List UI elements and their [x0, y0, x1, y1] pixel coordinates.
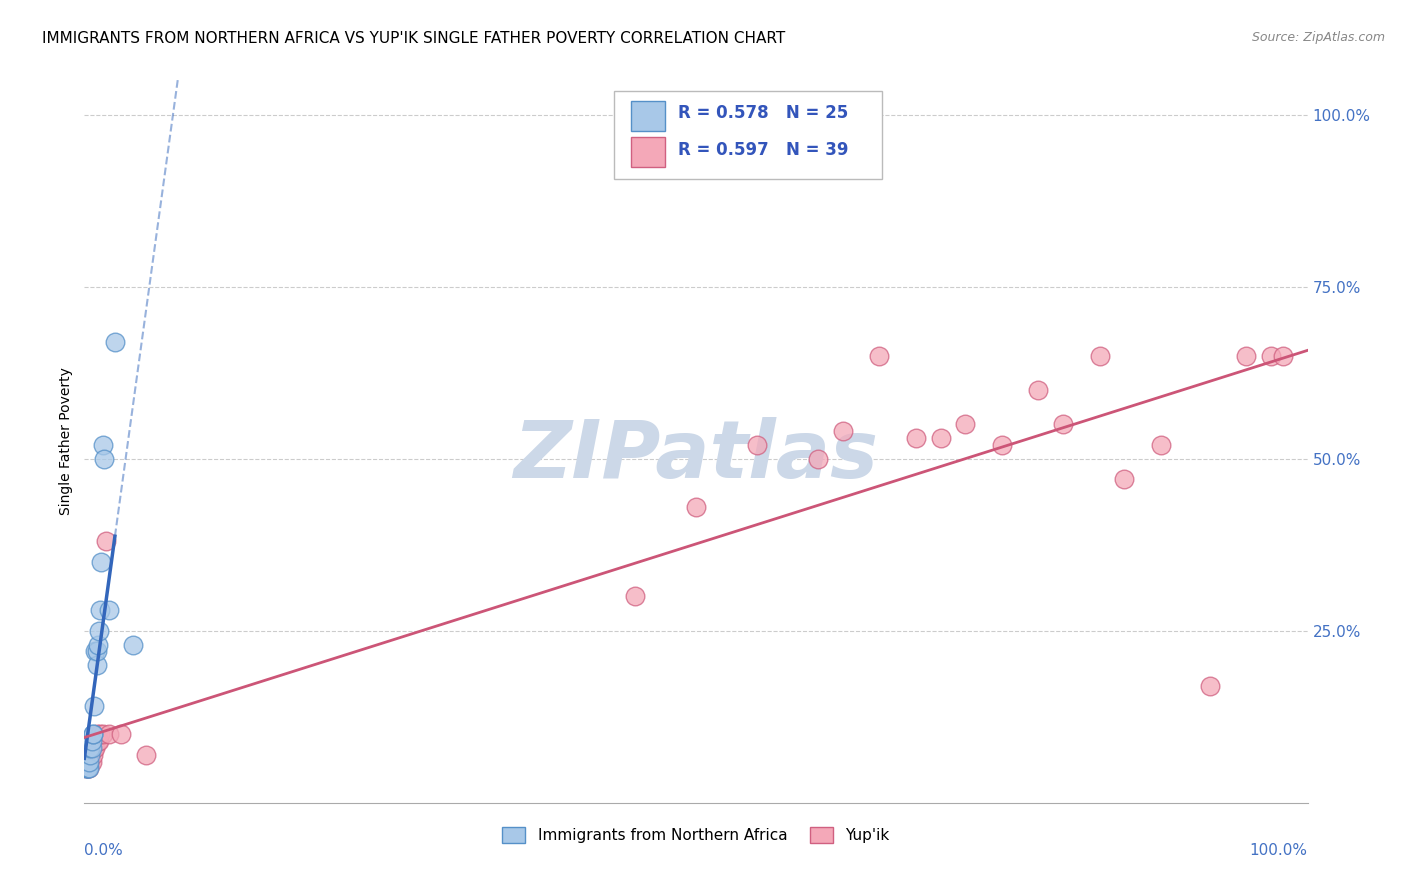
Legend: Immigrants from Northern Africa, Yup'ik: Immigrants from Northern Africa, Yup'ik [496, 822, 896, 849]
Point [929, 431, 952, 445]
Point [77, 761, 100, 775]
Point [79, 755, 101, 769]
Point [86, 727, 108, 741]
Point [84, 644, 107, 658]
Point [77, 747, 100, 762]
Point [86, 644, 108, 658]
Point [84, 740, 107, 755]
Text: Source: ZipAtlas.com: Source: ZipAtlas.com [1251, 31, 1385, 45]
Point [77, 761, 100, 775]
Point [1260, 349, 1282, 363]
Point [1088, 349, 1111, 363]
Point [110, 727, 132, 741]
Text: 0.0%: 0.0% [84, 843, 124, 857]
Point [869, 349, 891, 363]
Point [77, 755, 100, 769]
Text: ZIPatlas: ZIPatlas [513, 417, 879, 495]
Point [991, 438, 1014, 452]
Point [86, 658, 108, 673]
Point [87, 638, 110, 652]
Point [135, 747, 157, 762]
Y-axis label: Single Father Poverty: Single Father Poverty [59, 368, 73, 516]
Point [87, 734, 110, 748]
Text: R = 0.578   N = 25: R = 0.578 N = 25 [678, 103, 848, 122]
Point [905, 431, 928, 445]
Point [76, 761, 98, 775]
Point [1198, 679, 1220, 693]
Point [685, 500, 707, 514]
Point [79, 747, 101, 762]
Point [831, 424, 853, 438]
Point [1114, 472, 1136, 486]
Text: 100.0%: 100.0% [1250, 843, 1308, 857]
Point [89, 727, 111, 741]
Point [1150, 438, 1173, 452]
FancyBboxPatch shape [631, 136, 665, 167]
Point [104, 334, 127, 349]
Point [83, 740, 105, 755]
Point [79, 740, 101, 755]
Point [82, 727, 104, 741]
Point [77, 761, 100, 775]
FancyBboxPatch shape [631, 101, 665, 131]
Point [97, 603, 120, 617]
Point [93, 451, 115, 466]
Point [91, 438, 114, 452]
Point [82, 727, 104, 741]
Point [77, 761, 100, 775]
Point [80, 755, 103, 769]
FancyBboxPatch shape [614, 91, 882, 179]
Point [89, 603, 111, 617]
Point [75, 761, 97, 775]
Point [90, 555, 112, 569]
Point [79, 747, 101, 762]
Text: R = 0.597   N = 39: R = 0.597 N = 39 [678, 141, 848, 160]
Point [1272, 349, 1295, 363]
Point [1236, 349, 1258, 363]
Point [122, 638, 145, 652]
Point [87, 734, 110, 748]
Text: IMMIGRANTS FROM NORTHERN AFRICA VS YUP'IK SINGLE FATHER POVERTY CORRELATION CHAR: IMMIGRANTS FROM NORTHERN AFRICA VS YUP'I… [42, 31, 786, 46]
Point [96, 534, 118, 549]
Point [75, 761, 97, 775]
Point [1028, 383, 1050, 397]
Point [82, 747, 104, 762]
Point [747, 438, 769, 452]
Point [76, 755, 98, 769]
Point [91, 727, 114, 741]
Point [1052, 417, 1074, 432]
Point [97, 727, 120, 741]
Point [77, 761, 100, 775]
Point [953, 417, 976, 432]
Point [807, 451, 830, 466]
Point [87, 624, 110, 638]
Point [83, 699, 105, 714]
Point [624, 590, 647, 604]
Point [80, 734, 103, 748]
Point [80, 740, 103, 755]
